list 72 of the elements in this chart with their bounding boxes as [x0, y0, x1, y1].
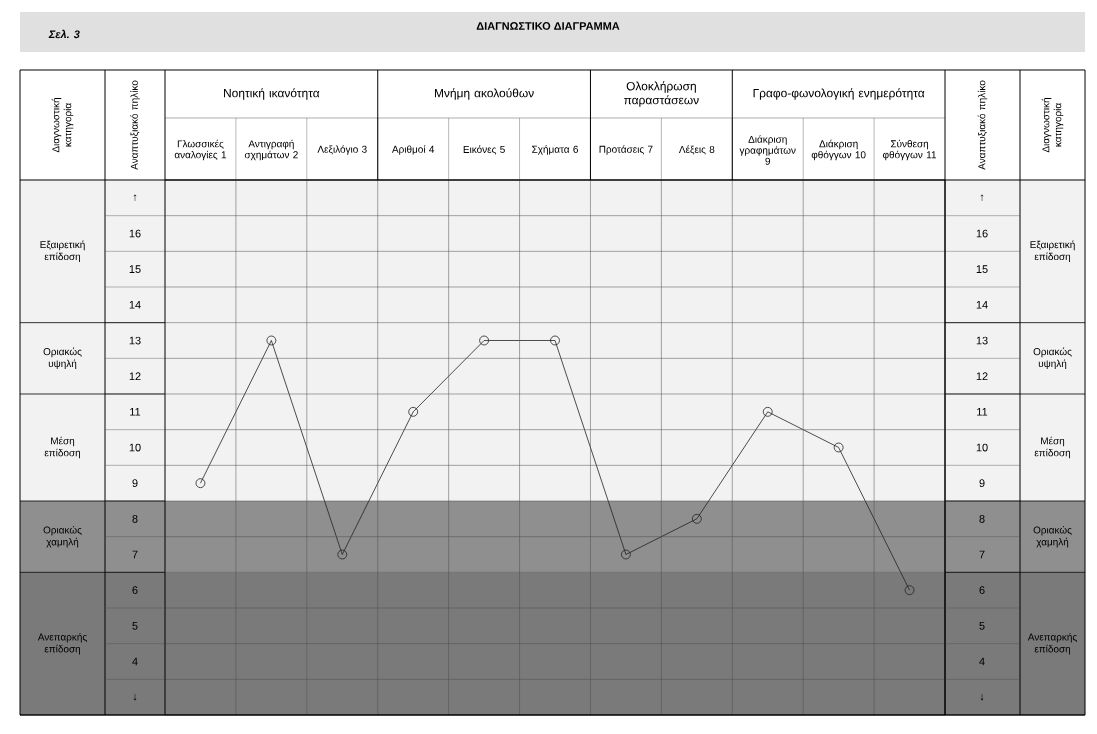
y-tick-label: 8: [132, 514, 138, 523]
x-tick-label: Σχήματα 6: [532, 145, 578, 155]
point: [266, 335, 277, 346]
y2-tick-label: 10: [976, 443, 988, 452]
y-tick-label: 11: [130, 408, 141, 416]
y2-tick-label: 13: [976, 336, 988, 345]
text: Γραφο-φωνολογική ενημερότητα: [753, 88, 925, 100]
band-label: Ανεπαρκής επίδοση: [1027, 632, 1077, 655]
text: Σελ. 3: [48, 29, 80, 39]
y-tick-label: 15: [129, 265, 141, 273]
y2-tick-label: 7: [979, 550, 985, 559]
y-tick-label: 14: [129, 301, 141, 309]
y2-tick-label: 16: [976, 229, 988, 238]
x-tick-label: Γλωσσικές αναλογίες 1: [174, 139, 227, 161]
x-tick-label: Προτάσεις 7: [599, 145, 653, 155]
y2-tick-label: 15: [976, 265, 988, 273]
text: Οριακώς χαμηλή: [43, 525, 82, 548]
y-tick-label: 6: [132, 586, 138, 595]
y-tick-label: ↑: [133, 194, 137, 202]
y2-tick-label: ↑: [980, 194, 984, 202]
y-tick-label: 12: [129, 372, 141, 380]
x-tick-label: Εικόνες 5: [463, 145, 505, 155]
text: Εξαιρετική επίδοση: [40, 240, 85, 263]
y2-tick-label: 5: [979, 622, 985, 630]
text: Νοητική ικανότητα: [224, 88, 320, 100]
y2-tick-label: 9: [979, 479, 985, 488]
y2-tick-label: 4: [979, 657, 985, 666]
point: [479, 335, 489, 346]
point: [550, 335, 560, 346]
text: Αναπτυξιακό πηλίκο: [130, 80, 140, 170]
y-tick-label: 5: [132, 622, 138, 630]
y-tick-label: 16: [129, 229, 141, 238]
x-tick-label: Σύνθεση φθόγγων 11: [883, 139, 937, 161]
text: Ολοκλήρωση παραστάσεων: [624, 81, 699, 107]
x-tick-label: Αριθμοί 4: [391, 145, 435, 155]
y-tick-label: ↓: [133, 693, 137, 701]
y-tick-label: 4: [132, 657, 138, 666]
point: [621, 549, 631, 560]
point: [833, 442, 844, 453]
x-tick-label: Λέξεις 8: [678, 145, 715, 155]
y2-tick-label: 8: [979, 514, 985, 523]
x-tick-label: Διάκριση γραφημάτων 9: [739, 135, 796, 165]
text: Ανεπαρκής επίδοση: [37, 632, 87, 655]
y2-tick-label: 12: [976, 372, 988, 380]
text: Διαγνωστική κατηγορία: [51, 98, 74, 153]
y-tick-label: 7: [132, 550, 138, 559]
point: [408, 406, 419, 417]
point: [691, 513, 702, 524]
y-tick-label: 10: [129, 443, 141, 452]
point: [337, 549, 348, 560]
text: Αναπτυξιακό πηλίκο: [977, 80, 988, 170]
point: [904, 585, 915, 596]
y2-tick-label: ↓: [980, 693, 984, 701]
y2-tick-label: 11: [977, 408, 988, 416]
band-label: Εξαιρετική επίδοση: [1030, 240, 1075, 263]
text: Μέση επίδοση: [44, 436, 80, 459]
x-tick-label: Διάκριση φθόγγων 10: [811, 139, 866, 161]
text: Μνήμη ακολούθων: [434, 88, 534, 100]
y-tick-label: 13: [129, 336, 141, 345]
chart-title: ΔΙΑΓΝΩΣΤΙΚΟ ΔΙΑΓΡΑΜΜΑ: [476, 22, 620, 30]
y2-tick-label: 14: [976, 301, 988, 309]
y-tick-label: 9: [132, 479, 138, 488]
band-label: Μέση επίδοση: [1034, 436, 1071, 459]
band-label: Οριακώς υψηλή: [1033, 347, 1072, 370]
x-tick-label: Λεξιλόγιο 3: [317, 145, 367, 155]
point: [195, 478, 206, 489]
y2-tick-label: 6: [979, 586, 985, 595]
x-tick-label: Αντιγραφή σχημάτων 2: [244, 139, 298, 161]
point: [762, 406, 773, 417]
text: Οριακώς υψηλή: [43, 347, 82, 370]
text: Διαγνωστική κατηγορία: [1041, 98, 1064, 153]
band-label: Οριακώς χαμηλή: [1033, 525, 1072, 548]
